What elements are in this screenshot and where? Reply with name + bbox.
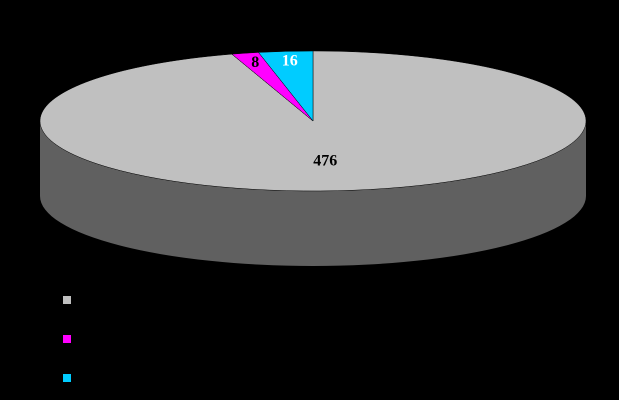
legend-swatch: [63, 374, 71, 382]
data-label: 476: [313, 152, 337, 169]
data-label: 16: [282, 52, 298, 69]
pie-slice: [257, 50, 314, 122]
legend-swatch: [63, 335, 71, 343]
legend-swatch: [63, 296, 71, 304]
data-label: 8: [251, 54, 259, 71]
pie-side: [40, 121, 586, 266]
